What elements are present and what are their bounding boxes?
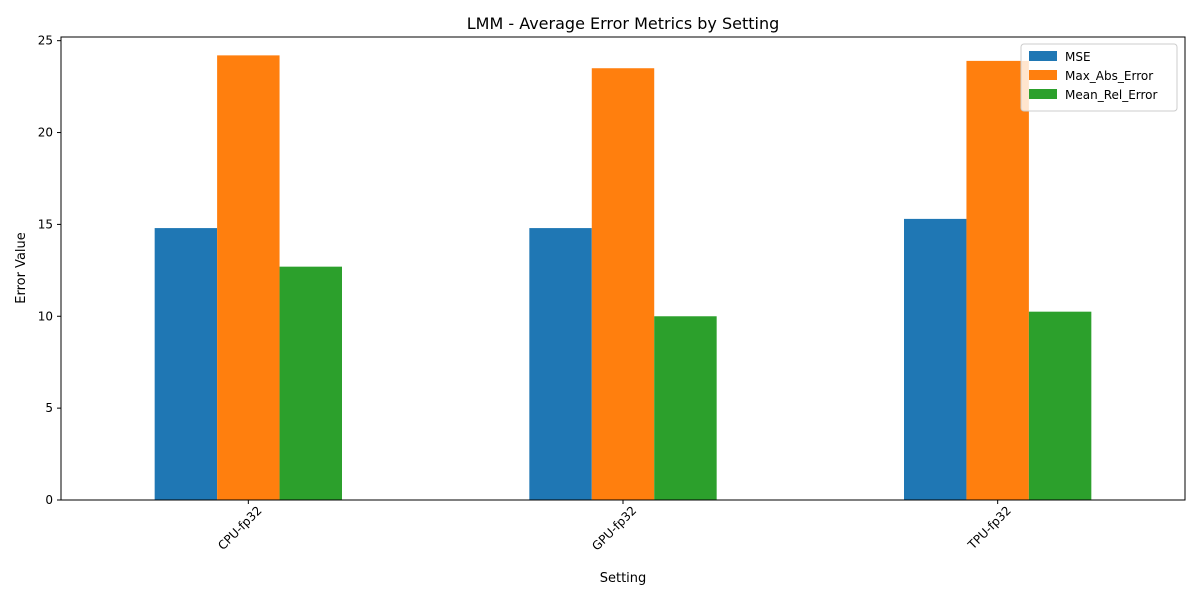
legend-swatch-mse — [1029, 51, 1057, 61]
y-tick-label: 0 — [45, 493, 53, 507]
legend-label-max-abs-error: Max_Abs_Error — [1065, 69, 1153, 83]
y-axis-label: Error Value — [14, 232, 29, 304]
y-tick-label: 25 — [38, 34, 53, 48]
y-tick-label: 5 — [45, 401, 53, 415]
legend-swatch-max-abs-error — [1029, 70, 1057, 80]
bar-mean-rel-error-cpu-fp32 — [279, 266, 342, 500]
x-axis-label: Setting — [600, 571, 647, 586]
legend-swatch-mean-rel-error — [1029, 89, 1057, 99]
bar-mean-rel-error-tpu-fp32 — [1028, 311, 1092, 500]
legend-label-mean-rel-error: Mean_Rel_Error — [1065, 88, 1158, 102]
chart-title: LMM - Average Error Metrics by Setting — [467, 14, 780, 33]
bar-max-abs-error-tpu-fp32 — [966, 60, 1029, 501]
bar-mean-rel-error-gpu-fp32 — [654, 316, 717, 500]
y-tick-label: 10 — [38, 309, 53, 323]
x-tick-label-gpu-fp32: GPU-fp32 — [589, 503, 639, 553]
x-tick-label-tpu-fp32: TPU-fp32 — [965, 503, 1014, 552]
y-tick-label: 20 — [38, 126, 53, 140]
bar-max-abs-error-cpu-fp32 — [217, 55, 280, 500]
y-ticks: 0 5 10 15 20 25 — [38, 34, 61, 507]
legend-box — [1020, 43, 1178, 112]
x-ticks: CPU-fp32 GPU-fp32 TPU-fp32 — [215, 500, 1014, 553]
y-tick-label: 15 — [38, 217, 53, 231]
bars-layer — [154, 55, 1092, 501]
legend-label-mse: MSE — [1065, 50, 1091, 64]
bar-mse-gpu-fp32 — [529, 228, 592, 501]
bar-mse-cpu-fp32 — [154, 228, 218, 501]
x-tick-label-cpu-fp32: CPU-fp32 — [215, 503, 264, 552]
bar-mse-tpu-fp32 — [904, 218, 967, 500]
legend: MSE Max_Abs_Error Mean_Rel_Error — [1020, 43, 1178, 112]
bar-max-abs-error-gpu-fp32 — [591, 68, 655, 500]
